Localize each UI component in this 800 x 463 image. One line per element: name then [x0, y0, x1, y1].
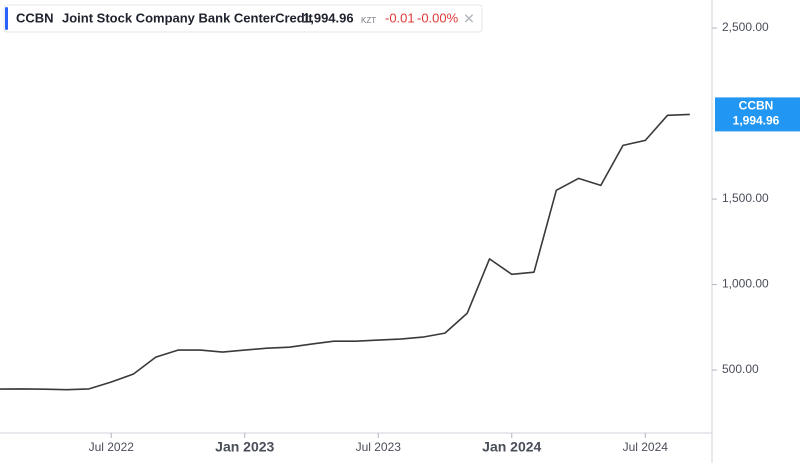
price-label-box	[715, 97, 800, 132]
close-button[interactable]: ✕	[463, 11, 475, 27]
x-tick-label: Jan 2024	[482, 439, 541, 455]
change-percent: -0.00%	[417, 10, 459, 25]
header-box	[3, 4, 483, 33]
price: 1,994.96	[303, 10, 354, 25]
x-tick-label: Jan 2023	[215, 439, 274, 455]
price-label-symbol: CCBN	[739, 99, 774, 113]
price-line	[0, 113, 690, 391]
header: CCBN Joint Stock Company Bank CenterCred…	[3, 4, 483, 33]
currency: KZT	[361, 16, 376, 25]
price-label-value: 1,994.96	[733, 114, 780, 128]
x-tick-label: Jul 2024	[623, 440, 669, 454]
x-tick-label: Jul 2023	[356, 440, 402, 454]
symbol: CCBN	[16, 10, 54, 25]
change: -0.01	[385, 10, 415, 25]
y-tick-label: 1,500.00	[722, 191, 769, 205]
header-accent	[5, 7, 8, 30]
x-tick-label: Jul 2022	[89, 440, 135, 454]
y-tick-label: 1,000.00	[722, 277, 769, 291]
plot-area	[0, 113, 690, 391]
company-name: Joint Stock Company Bank CenterCredit	[62, 10, 313, 25]
y-tick-label: 500.00	[722, 362, 759, 376]
y-tick-label: 2,500.00	[722, 20, 769, 34]
